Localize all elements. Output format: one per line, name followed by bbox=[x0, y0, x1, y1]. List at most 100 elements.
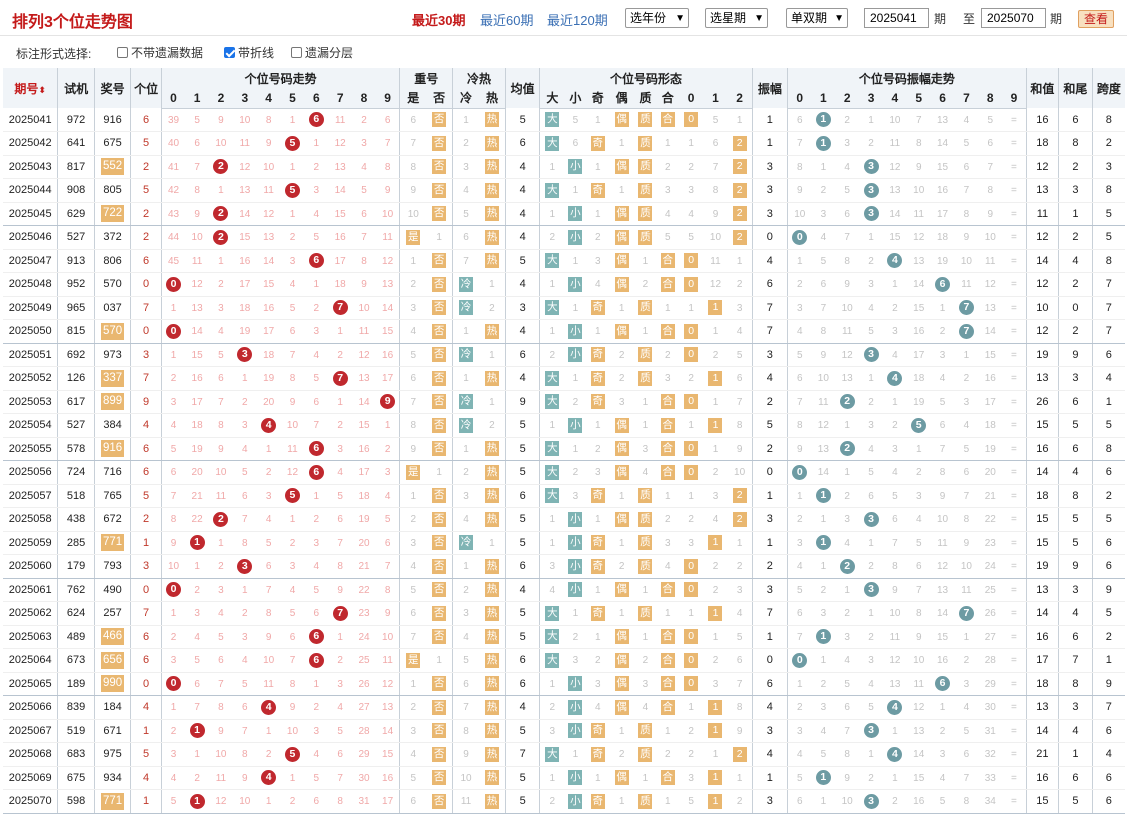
shape-cell: 大 bbox=[539, 437, 565, 461]
amp-miss-value: 10 bbox=[817, 373, 829, 385]
span-cell: 6 bbox=[1091, 531, 1125, 555]
shape-mark: 合 bbox=[660, 276, 675, 292]
shape-remainder-mark: 0 bbox=[684, 323, 699, 339]
shape-remainder-mark: 0 bbox=[684, 558, 699, 574]
trend-miss-value: 11 bbox=[263, 678, 274, 690]
amp-miss-value: = bbox=[1010, 796, 1017, 808]
trend-digit-header: 7 bbox=[328, 88, 353, 109]
trend-cell: 8 bbox=[352, 249, 376, 273]
col-issue[interactable]: 期号⬍ bbox=[3, 68, 58, 108]
amptrend-cell: 2 bbox=[882, 296, 907, 320]
oddeven-select[interactable]: 单双期 ▼ bbox=[786, 8, 848, 28]
shape-cell: 2 bbox=[608, 554, 635, 579]
to-issue-input[interactable]: 2025070 bbox=[981, 8, 1046, 28]
repeat-cell: 否 bbox=[426, 390, 453, 414]
checkbox-checked-icon[interactable] bbox=[224, 47, 235, 58]
repeat-cell: 否 bbox=[426, 531, 453, 555]
amp-miss-value: 2 bbox=[868, 772, 874, 784]
trend-cell: 0 bbox=[160, 672, 186, 696]
trend-cell: 8 bbox=[209, 695, 233, 720]
shape-cell: 4 bbox=[634, 460, 657, 485]
amp-miss-value: 12 bbox=[937, 561, 949, 573]
amptrend-cell: 5 bbox=[787, 766, 812, 790]
shape-cell: 大 bbox=[539, 131, 565, 156]
amp-miss-value: 6 bbox=[796, 373, 803, 385]
amp-cell: 0 bbox=[751, 225, 788, 250]
week-select[interactable]: 选星期 ▼ bbox=[705, 8, 768, 28]
amptrend-cell: 12 bbox=[930, 554, 955, 579]
trend-cell: 8 bbox=[256, 108, 281, 132]
trend-hit-ball: 3 bbox=[237, 558, 253, 574]
amptrend-cell: 9 bbox=[930, 484, 955, 508]
amptrend-cell: 7 bbox=[882, 531, 907, 555]
ones-cell: 4 bbox=[130, 695, 162, 720]
year-select[interactable]: 选年份 ▼ bbox=[625, 8, 689, 28]
prize-cell: 570 bbox=[93, 319, 131, 344]
trend-miss-value: 1 bbox=[289, 208, 296, 220]
span-cell: 2 bbox=[1091, 484, 1125, 508]
shape-cell: 6 bbox=[727, 366, 753, 391]
amptrend-cell: 6 bbox=[882, 507, 907, 532]
shape-miss-value: 2 bbox=[712, 561, 719, 573]
avg-cell: 4 bbox=[504, 695, 540, 720]
trend-cell: 2 bbox=[280, 531, 305, 555]
shape-cell: 大 bbox=[539, 178, 565, 203]
shape-miss-value: 4 bbox=[712, 514, 719, 526]
option-polyline[interactable]: 带折线 bbox=[224, 44, 274, 61]
trend-miss-value: 2 bbox=[313, 514, 320, 526]
trend-miss-value: 10 bbox=[215, 138, 227, 150]
shape-miss-value: 3 bbox=[665, 373, 671, 385]
shape-miss-value: 1 bbox=[594, 772, 601, 784]
period-link-30[interactable]: 最近30期 bbox=[412, 13, 466, 28]
shape-cell: 2 bbox=[727, 272, 753, 297]
shape-cell: 2 bbox=[678, 366, 704, 391]
trend-cell: 1 bbox=[160, 601, 186, 626]
amptrend-cell: = bbox=[1002, 719, 1027, 743]
amp-miss-value: 1 bbox=[820, 655, 827, 667]
amp-cell: 0 bbox=[751, 460, 788, 485]
trend-cell: 17 bbox=[328, 249, 353, 273]
checkbox-icon[interactable] bbox=[291, 47, 302, 58]
option-no-omission[interactable]: 不带遗漏数据 bbox=[117, 44, 203, 61]
sumtail-cell: 8 bbox=[1058, 484, 1093, 508]
shape-cell: 1 bbox=[727, 249, 753, 273]
repeat-miss-value: 5 bbox=[410, 584, 417, 596]
amp-miss-value: 25 bbox=[984, 584, 996, 596]
shape-cell: 4 bbox=[727, 319, 753, 344]
amptrend-cell: 3 bbox=[859, 789, 883, 814]
amp-cell: 5 bbox=[751, 413, 788, 438]
coldhot-mark: 热 bbox=[484, 746, 499, 762]
trend-cell: 11 bbox=[256, 672, 281, 696]
period-link-120[interactable]: 最近120期 bbox=[547, 13, 608, 28]
shape-cell: 质 bbox=[634, 531, 657, 555]
shape-mark: 奇 bbox=[590, 347, 605, 363]
coldhot-cell: 热 bbox=[479, 319, 506, 344]
prize-cell: 805 bbox=[93, 178, 131, 203]
shape-cell: 3 bbox=[608, 390, 635, 414]
view-button[interactable]: 查看 bbox=[1078, 10, 1114, 28]
trend-cell: 15 bbox=[328, 202, 353, 226]
sort-icon[interactable]: ⬍ bbox=[38, 84, 46, 95]
shape-cell: 2 bbox=[727, 507, 753, 532]
option-layered[interactable]: 遗漏分层 bbox=[291, 44, 353, 61]
trend-cell: 6 bbox=[160, 460, 186, 485]
amptrend-cell: 10 bbox=[906, 648, 931, 673]
from-issue-input[interactable]: 2025041 bbox=[864, 8, 929, 28]
amptrend-cell: 9 bbox=[787, 178, 812, 203]
coldhot-mark: 热 bbox=[484, 488, 499, 504]
shape-miss-value: 1 bbox=[688, 420, 694, 432]
repeat-cell: 6 bbox=[399, 366, 427, 391]
coldhot-cell: 热 bbox=[479, 695, 506, 720]
amptrend-cell: = bbox=[1002, 789, 1027, 814]
repeat-mark: 否 bbox=[432, 276, 447, 292]
trend-cell: 1 bbox=[160, 343, 186, 367]
sumtail-cell: 4 bbox=[1058, 249, 1093, 273]
col-avg: 均值 bbox=[504, 68, 540, 108]
amptrend-cell: 9 bbox=[978, 202, 1003, 226]
shape-mark: 合 bbox=[660, 464, 675, 480]
trend-cell: 2 bbox=[352, 108, 376, 132]
repeat-cell: 否 bbox=[426, 413, 453, 438]
trend-miss-value: 4 bbox=[289, 279, 296, 291]
checkbox-icon[interactable] bbox=[117, 47, 128, 58]
period-link-60[interactable]: 最近60期 bbox=[480, 13, 534, 28]
